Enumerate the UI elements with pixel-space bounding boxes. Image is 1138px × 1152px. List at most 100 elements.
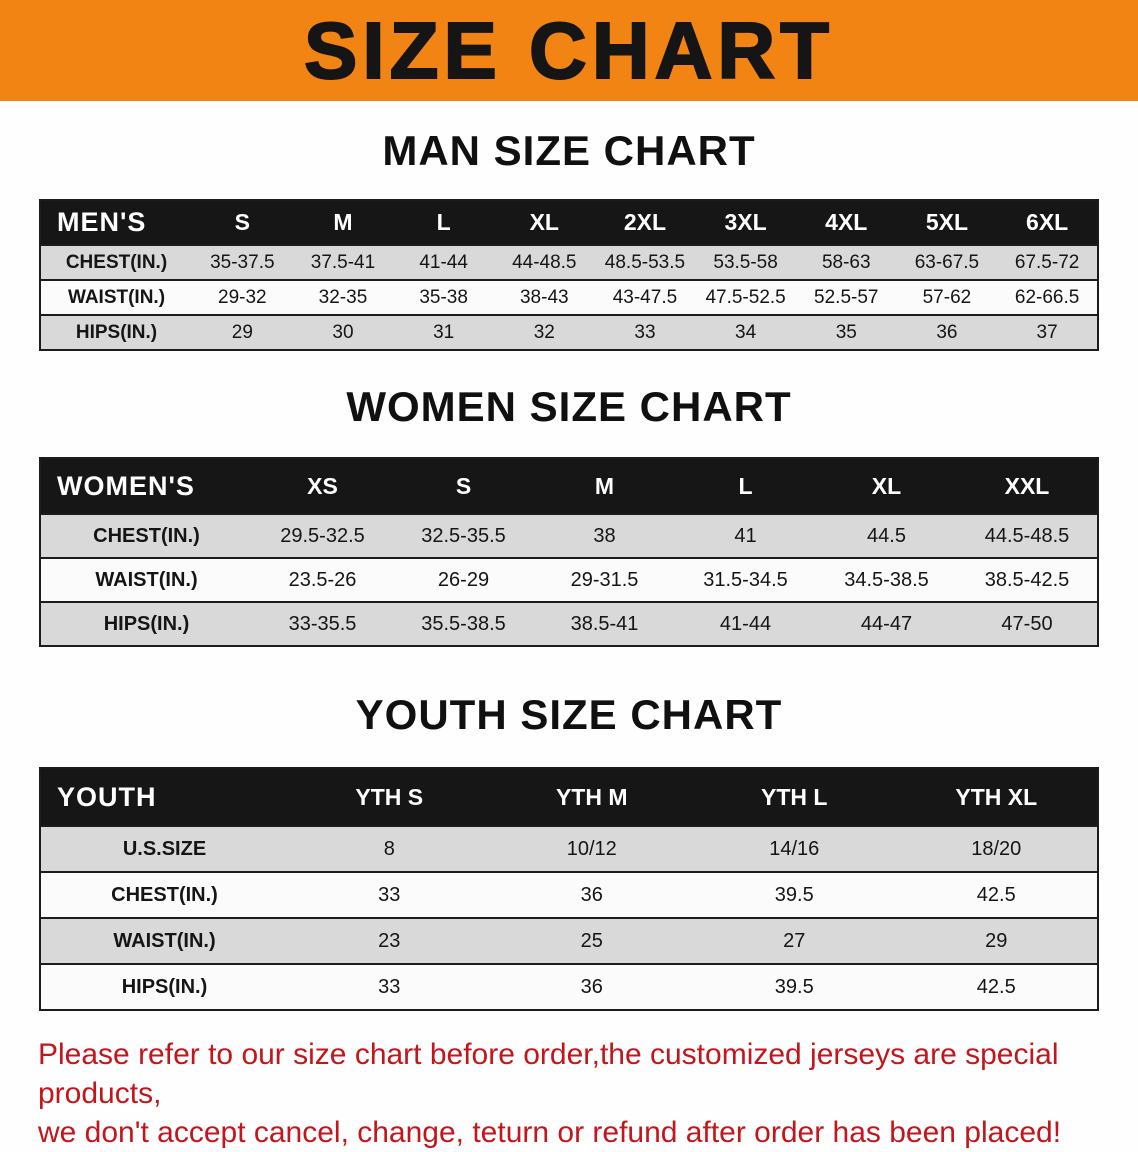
- column-header: YTH L: [761, 783, 828, 810]
- cell-value: 25: [490, 917, 693, 964]
- column-header: XL: [529, 209, 559, 235]
- women-section-title: WOMEN SIZE CHART: [346, 383, 792, 430]
- cell-value: 33: [288, 963, 491, 1010]
- cell-value: 23.5-26: [252, 557, 393, 602]
- column-header: S: [455, 472, 472, 499]
- column-header: L: [738, 472, 753, 499]
- cell-value: 27: [693, 917, 896, 964]
- youth-section-title: YOUTH SIZE CHART: [355, 691, 783, 738]
- women-size-table: WOMEN'S XS S M L XL XXL CHEST(IN.) 29.5-32.5 32.5…: [39, 457, 1099, 647]
- cell-value: 34: [695, 314, 796, 350]
- table-row: WAIST(IN.) 23.5-26 26-29 29-31.5 31.5-34.5 34…: [40, 557, 1098, 602]
- column-header: 5XL: [925, 209, 969, 235]
- cell-value: 41-44: [393, 244, 494, 280]
- cell-value: 29: [192, 314, 293, 350]
- cell-value: 10/12: [490, 825, 693, 872]
- men-size-table: MEN'S S M L XL 2XL 3XL 4XL 5XL 6XL CHEST(IN.) 35-37…: [39, 199, 1099, 351]
- cell-value: 58-63: [795, 244, 897, 280]
- cell-value: 36: [490, 871, 693, 918]
- cell-value: 38.5-42.5: [957, 557, 1098, 602]
- cell-value: 63-67.5: [896, 244, 998, 280]
- cell-value: 26-29: [393, 557, 534, 602]
- row-label: CHEST(IN.): [40, 513, 252, 558]
- table-row: WAIST(IN.) 29-32 32-35 35-38 38-43 43-47.5 47.…: [40, 279, 1098, 315]
- cell-value: 32.5-35.5: [393, 513, 534, 558]
- cell-value: 35-38: [393, 279, 494, 315]
- column-header: M: [594, 472, 615, 499]
- cell-value: 57-62: [896, 279, 998, 315]
- men-section-title: MAN SIZE CHART: [382, 127, 756, 174]
- column-header: YTH XL: [955, 783, 1038, 810]
- cell-value: 44.5-48.5: [957, 513, 1098, 558]
- row-label: WAIST(IN.): [40, 557, 252, 602]
- cell-value: 38: [534, 513, 675, 558]
- page-title: SIZE CHART: [303, 5, 834, 95]
- header-row: MEN'S S M L XL 2XL 3XL 4XL 5XL 6XL: [40, 200, 1098, 245]
- cell-value: 33: [594, 314, 696, 350]
- cell-value: 53.5-58: [695, 244, 796, 280]
- table-header-label: WOMEN'S: [57, 470, 195, 501]
- table-row: HIPS(IN.) 33 36 39.5 42.5: [40, 963, 1098, 1010]
- banner: SIZE CHART: [0, 0, 1138, 101]
- cell-value: 33: [288, 871, 491, 918]
- cell-value: 47-50: [957, 601, 1098, 646]
- cell-value: 42.5: [895, 871, 1098, 918]
- header-row: WOMEN'S XS S M L XL XXL: [40, 458, 1098, 514]
- cell-value: 33-35.5: [252, 601, 393, 646]
- cell-value: 39.5: [693, 871, 896, 918]
- column-header: XXL: [1004, 472, 1050, 499]
- youth-size-table: YOUTH YTH S YTH M YTH L YTH XL U.S.SIZE 8 10/12…: [39, 767, 1099, 1011]
- table-row: U.S.SIZE 8 10/12 14/16 18/20: [40, 825, 1098, 872]
- cell-value: 32: [493, 314, 595, 350]
- row-label: WAIST(IN.): [40, 917, 288, 964]
- column-header: 3XL: [724, 209, 767, 235]
- cell-value: 41-44: [675, 601, 816, 646]
- cell-value: 44-47: [816, 601, 957, 646]
- cell-value: 38-43: [493, 279, 595, 315]
- cell-value: 29-31.5: [534, 557, 675, 602]
- men-section: MAN SIZE CHART MEN'S S M L XL 2XL 3XL 4XL 5XL 6XL…: [0, 101, 1138, 351]
- cell-value: 42.5: [895, 963, 1098, 1010]
- cell-value: 31.5-34.5: [675, 557, 816, 602]
- cell-value: 8: [288, 825, 491, 872]
- cell-value: 36: [490, 963, 693, 1010]
- column-header: 6XL: [1026, 209, 1069, 235]
- cell-value: 48.5-53.5: [594, 244, 696, 280]
- row-label: WAIST(IN.): [40, 279, 192, 315]
- column-header: 4XL: [825, 209, 868, 235]
- cell-value: 35.5-38.5: [393, 601, 534, 646]
- cell-value: 43-47.5: [594, 279, 696, 315]
- youth-section: YOUTH SIZE CHART YOUTH YTH S YTH M YTH L YTH…: [0, 647, 1138, 1011]
- cell-value: 37: [997, 314, 1098, 350]
- row-label: HIPS(IN.): [40, 963, 288, 1010]
- cell-value: 34.5-38.5: [816, 557, 957, 602]
- women-section: WOMEN SIZE CHART WOMEN'S XS S M L XL XXL CHEST(…: [0, 351, 1138, 647]
- cell-value: 29.5-32.5: [252, 513, 393, 558]
- header-row: YOUTH YTH S YTH M YTH L YTH XL: [40, 768, 1098, 826]
- table-row: CHEST(IN.) 33 36 39.5 42.5: [40, 871, 1098, 918]
- disclaimer-line-1: Please refer to our size chart before or…: [38, 1038, 1059, 1110]
- row-label: U.S.SIZE: [40, 825, 288, 872]
- disclaimer: Please refer to our size chart before or…: [0, 1035, 1138, 1152]
- column-header: XS: [307, 472, 338, 499]
- table-header-label: YOUTH: [57, 781, 157, 812]
- column-header: S: [234, 209, 250, 235]
- column-header: XL: [871, 472, 902, 499]
- cell-value: 29-32: [192, 279, 293, 315]
- table-header-label: MEN'S: [57, 207, 147, 237]
- table-row: WAIST(IN.) 23 25 27 29: [40, 917, 1098, 964]
- column-header: M: [333, 209, 353, 235]
- cell-value: 44.5: [816, 513, 957, 558]
- row-label: CHEST(IN.): [40, 244, 192, 280]
- cell-value: 44-48.5: [493, 244, 595, 280]
- row-label: HIPS(IN.): [40, 601, 252, 646]
- cell-value: 62-66.5: [997, 279, 1098, 315]
- cell-value: 41: [675, 513, 816, 558]
- cell-value: 37.5-41: [292, 244, 394, 280]
- table-row: HIPS(IN.) 33-35.5 35.5-38.5 38.5-41 41-44 44-…: [40, 601, 1098, 646]
- disclaimer-line-2: we don't accept cancel, change, teturn o…: [38, 1116, 1062, 1149]
- column-header: YTH S: [355, 783, 424, 810]
- cell-value: 31: [393, 314, 494, 350]
- cell-value: 35: [795, 314, 897, 350]
